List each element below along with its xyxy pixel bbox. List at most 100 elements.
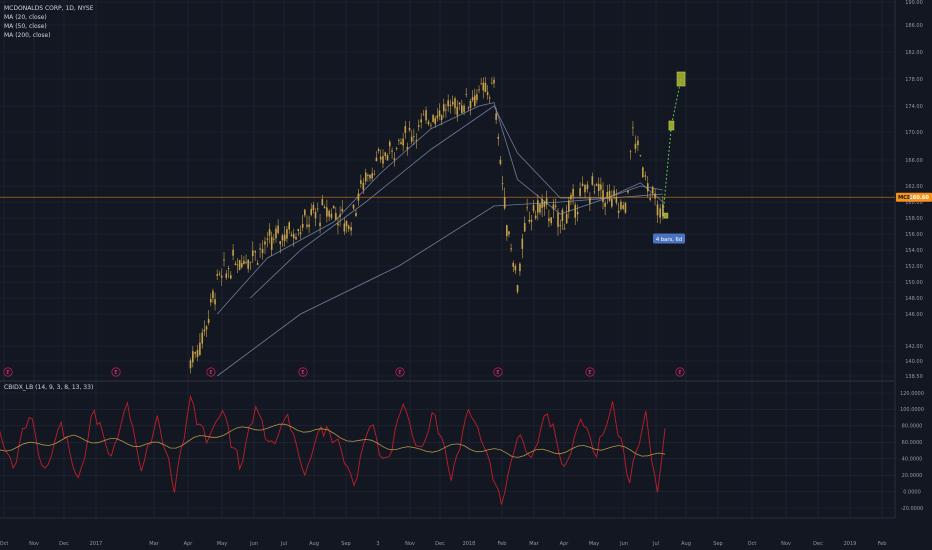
candle-body [330, 213, 333, 218]
candle-body [442, 104, 445, 112]
earnings-event-icon[interactable] [206, 367, 216, 377]
candle-body [350, 227, 352, 231]
candle-body [277, 225, 279, 233]
candle-body [642, 167, 644, 178]
candle-body [486, 92, 489, 96]
candle-body [189, 360, 192, 369]
candle-body [476, 94, 478, 100]
price-tick-label: 160.00 [905, 200, 923, 206]
candle-body [463, 105, 465, 112]
candle-body [541, 198, 543, 208]
candle-body [245, 261, 247, 263]
candle-body [543, 201, 546, 207]
candle-body [644, 175, 647, 177]
candle-body [400, 142, 402, 144]
earnings-event-icon[interactable] [675, 367, 685, 377]
candle-body [656, 204, 659, 216]
ma20-legend[interactable]: MA (20, close) [4, 14, 47, 21]
candle-body [454, 98, 456, 109]
candle-body [604, 202, 606, 207]
candle-body [482, 82, 485, 91]
price-tick-label: 146.00 [905, 312, 923, 318]
candle-body [521, 238, 524, 249]
candle-body [523, 222, 526, 232]
symbol-legend[interactable]: MCDONALDS CORP, 1D, NYSE MA (20, close) … [4, 4, 94, 40]
candle-body [335, 213, 337, 220]
indicator-pane [0, 394, 666, 505]
earnings-event-icon[interactable] [585, 367, 595, 377]
price-tick-label: 150.00 [905, 280, 923, 286]
candle-body [548, 218, 550, 222]
ma200-legend[interactable]: MA (200, close) [4, 32, 51, 39]
candle-body [194, 352, 196, 354]
indicator-tick-label: 60.0000 [902, 440, 923, 446]
price-tick-label: 178.00 [905, 77, 923, 83]
time-tick-label: Jul [652, 541, 659, 547]
price-tick-label: 166.00 [905, 158, 923, 164]
candle-body [249, 261, 252, 263]
time-tick-label: May [589, 541, 599, 547]
candle-body [314, 211, 317, 219]
candle-body [634, 143, 637, 150]
candle-body [579, 188, 581, 196]
candle-body [440, 115, 443, 121]
candle-body [422, 114, 425, 116]
candle-body [532, 205, 535, 212]
time-tick-label: Sep [713, 541, 722, 547]
candle-body [432, 115, 434, 122]
candle-body [283, 234, 286, 241]
ma50-legend[interactable]: MA (50, close) [4, 23, 47, 30]
time-tick-label: Jul [280, 541, 287, 547]
candle-body [236, 264, 239, 266]
time-tick-label: Oct [748, 541, 757, 547]
indicator-axis[interactable]: -20.0000 0.0000 20.0000 40.0000 60.0000 80.00… [900, 391, 924, 512]
candle-body [264, 241, 266, 245]
candle-body [201, 332, 204, 344]
bar-count-label-bg [653, 233, 685, 244]
candle-body [415, 140, 418, 141]
earnings-event-icon[interactable] [395, 367, 405, 377]
candle-body [659, 208, 661, 218]
time-tick-label: Feb [878, 541, 887, 547]
earnings-event-icon[interactable] [298, 367, 308, 377]
earnings-event-icon[interactable] [493, 367, 503, 377]
time-tick-label: Feb [498, 541, 507, 547]
candle-body [449, 104, 452, 106]
candle-body [402, 138, 404, 146]
candle-body [297, 229, 300, 231]
candle-body [624, 202, 627, 213]
candle-body [447, 100, 449, 107]
price-tick-label: 158.00 [905, 216, 923, 222]
candle-body [275, 228, 277, 239]
time-tick-label: 3 [376, 541, 379, 547]
candle-body [495, 113, 497, 120]
candle-body [613, 190, 615, 196]
time-tick-label: Sep [341, 541, 350, 547]
indicator-tick-label: 20.0000 [902, 473, 923, 479]
candle-body [510, 248, 512, 250]
time-tick-label: Nov [405, 541, 415, 547]
candle-body [456, 106, 459, 116]
time-tick-label: Aug [309, 541, 319, 547]
candle-body [497, 136, 500, 139]
earnings-event-label: E [398, 370, 401, 376]
candle-body [586, 184, 589, 190]
candle-body [230, 275, 232, 279]
candle-body [591, 176, 594, 185]
earnings-event-icon[interactable] [111, 367, 121, 377]
time-tick-label: 2019 [844, 541, 857, 547]
time-axis[interactable]: Oct Nov Dec 2017 Mar Apr May Jun Jul Aug Sep 3 Nov De… [0, 541, 886, 547]
candle-body [550, 217, 552, 224]
indicator-legend[interactable]: CBIDX_LB (14, 9, 3, 8, 13, 33) [4, 384, 94, 391]
price-axis[interactable]: 138.50 140.00 142.00 146.00 148.00 150.00 152.… [905, 0, 923, 380]
earnings-event-icon[interactable] [3, 367, 13, 377]
time-tick-label: Mar [529, 541, 539, 547]
candle-body [519, 263, 521, 272]
candle-body [290, 234, 293, 237]
indicator-fast-line [0, 394, 666, 505]
candle-body [654, 193, 656, 199]
indicator-slow-line [0, 423, 666, 458]
candle-body [632, 127, 634, 129]
